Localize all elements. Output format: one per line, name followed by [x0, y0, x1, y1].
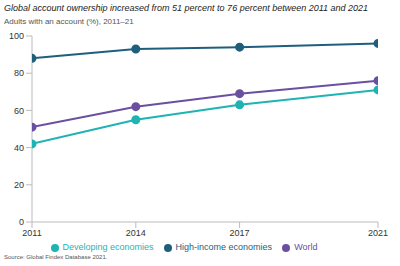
svg-text:60: 60 [14, 106, 24, 116]
svg-text:0: 0 [19, 217, 24, 227]
html-text:Global account ownership incre: Global account ownership increased from … [4, 3, 369, 13]
svg-text:2017: 2017 [230, 228, 250, 238]
html-text:High-income economies: High-income economies [175, 242, 273, 252]
svg-text:2021: 2021 [368, 228, 388, 238]
svg-text:100: 100 [9, 31, 24, 41]
svg-text:2014: 2014 [126, 228, 146, 238]
svg-text:80: 80 [14, 68, 24, 78]
html-text:Adults with an account (%), 20: Adults with an account (%), 2011–21 [4, 17, 134, 26]
svg-text:20: 20 [14, 180, 24, 190]
html-text:Developing economies: Developing economies [62, 242, 154, 252]
svg-text:2011: 2011 [22, 228, 41, 238]
html-text:World: World [294, 242, 318, 252]
svg-text:40: 40 [14, 143, 24, 153]
html-text:Source: Global Findex Database: Source: Global Findex Database 2021. [4, 254, 108, 260]
